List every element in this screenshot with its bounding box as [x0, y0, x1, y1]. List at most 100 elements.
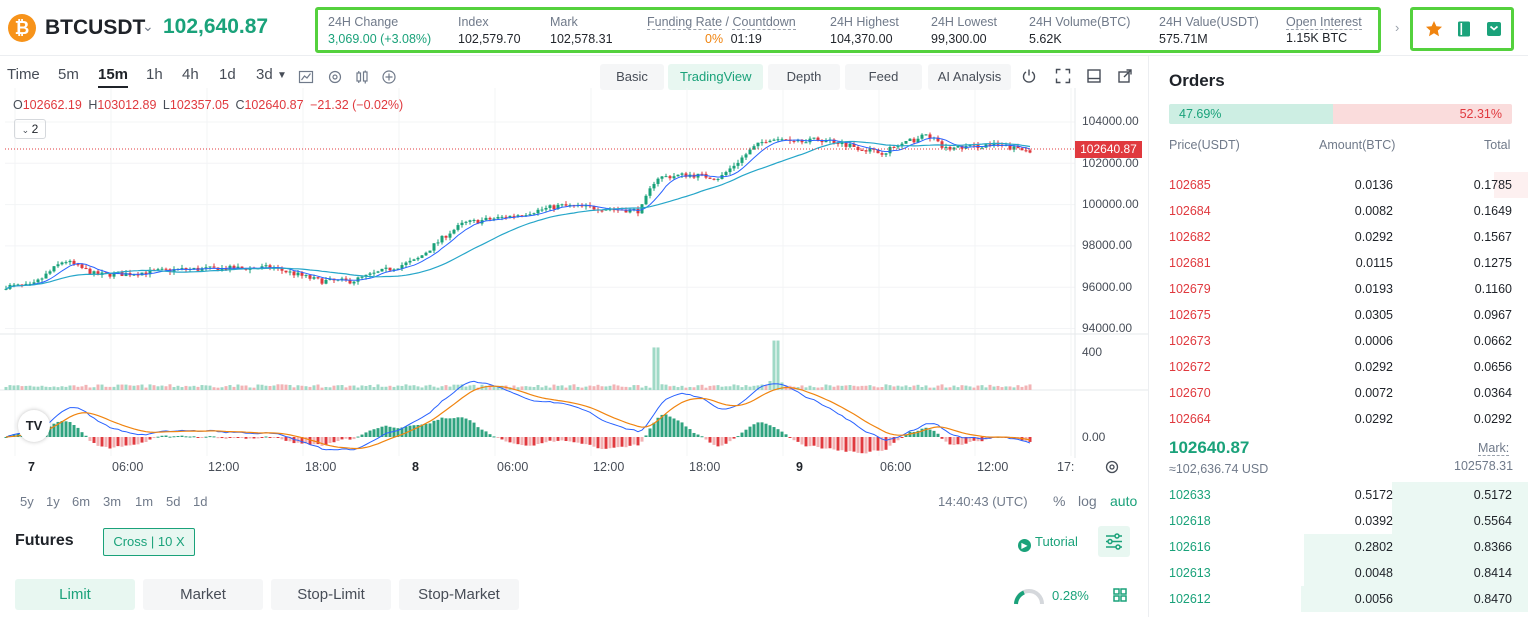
volume-bar	[688, 386, 692, 390]
candle-body	[856, 147, 860, 150]
power-icon[interactable]	[1021, 68, 1037, 84]
macd-histogram-bar	[552, 437, 556, 442]
grid-icon[interactable]	[1112, 587, 1128, 603]
scale-auto[interactable]: auto	[1110, 493, 1138, 509]
view-ai-analysis[interactable]: AI Analysis	[928, 64, 1011, 90]
order-type-market[interactable]: Market	[143, 579, 263, 610]
timeframe-5m[interactable]: 5m	[58, 66, 79, 83]
order-type-stop-limit[interactable]: Stop-Limit	[271, 579, 391, 610]
utc-clock[interactable]: 14:40:43 (UTC)	[938, 494, 1028, 509]
tutorial-link[interactable]: ▶ Tutorial	[1018, 534, 1078, 552]
row-price: 102681	[1169, 256, 1211, 270]
order-type-limit[interactable]: Limit	[15, 579, 135, 610]
scale-percent[interactable]: %	[1053, 493, 1066, 509]
star-icon[interactable]	[1424, 19, 1444, 39]
indicator-icon[interactable]	[298, 69, 314, 85]
ask-row[interactable]: 102664 0.0292 0.0292	[1149, 406, 1528, 432]
ask-row[interactable]: 102681 0.0115 0.1275	[1149, 250, 1528, 276]
macd-histogram-bar	[708, 437, 712, 443]
macd-histogram-bar	[124, 437, 128, 446]
volume-bar	[52, 386, 56, 390]
range-1d[interactable]: 1d	[193, 494, 208, 509]
volume-bar	[840, 385, 844, 390]
volume-bar	[80, 386, 84, 390]
scale-log[interactable]: log	[1078, 493, 1097, 509]
price-chart[interactable]	[0, 88, 1148, 480]
chevron-down-icon[interactable]: ⌄	[142, 18, 154, 34]
symbol-selector[interactable]: BTCUSDT	[45, 16, 146, 39]
ask-row[interactable]: 102685 0.0136 0.1785	[1149, 172, 1528, 198]
volume-bar	[856, 386, 860, 390]
timeframe-4h[interactable]: 4h	[182, 66, 199, 83]
candle-body	[812, 137, 816, 139]
ask-row[interactable]: 102679 0.0193 0.1160	[1149, 276, 1528, 302]
volume-bar	[600, 386, 604, 390]
fullscreen-icon[interactable]	[1055, 68, 1071, 84]
bid-row[interactable]: 102613 0.0048 0.8414	[1149, 560, 1528, 586]
volume-bar	[612, 384, 616, 390]
macd-histogram-bar	[828, 437, 832, 449]
candle-body	[320, 278, 324, 284]
share-icon[interactable]	[1117, 68, 1133, 84]
layout-icon[interactable]	[1086, 68, 1102, 84]
macd-histogram-bar	[140, 437, 144, 443]
ask-row[interactable]: 102684 0.0082 0.1649	[1149, 198, 1528, 224]
volume-bar	[940, 384, 944, 390]
view-tradingview[interactable]: TradingView	[668, 64, 763, 90]
volume-bar	[932, 387, 936, 390]
range-1m[interactable]: 1m	[135, 494, 154, 509]
macd-histogram-bar	[880, 437, 884, 451]
bid-row[interactable]: 102616 0.2802 0.8366	[1149, 534, 1528, 560]
book-icon[interactable]	[1454, 19, 1474, 39]
range-5d[interactable]: 5d	[166, 494, 181, 509]
volume-bar	[908, 386, 912, 390]
bid-row[interactable]: 102633 0.5172 0.5172	[1149, 482, 1528, 508]
volume-bar	[1000, 387, 1004, 390]
tradingview-logo[interactable]: TV	[18, 410, 50, 442]
chevron-right-icon[interactable]: ›	[1395, 20, 1400, 35]
ask-row[interactable]: 102682 0.0292 0.1567	[1149, 224, 1528, 250]
stat-open-interest[interactable]: Open Interest 1.15K BTC	[1286, 15, 1362, 45]
settings-icon[interactable]	[327, 69, 343, 85]
timeframe-1d[interactable]: 1d	[219, 66, 236, 83]
bid-row[interactable]: 102618 0.0392 0.5564	[1149, 508, 1528, 534]
row-amount: 0.0056	[1354, 592, 1393, 606]
ask-row[interactable]: 102673 0.0006 0.0662	[1149, 328, 1528, 354]
view-depth[interactable]: Depth	[768, 64, 840, 90]
caret-down-icon[interactable]: ▼	[277, 70, 287, 81]
view-basic[interactable]: Basic	[600, 64, 664, 90]
stat-funding-rate[interactable]: Funding Rate / Countdown 0% 01:19	[647, 15, 796, 46]
stat-24h-volume: 24H Volume(BTC) 5.62K	[1029, 15, 1131, 46]
range-6m[interactable]: 6m	[72, 494, 91, 509]
ask-row[interactable]: 102672 0.0292 0.0656	[1149, 354, 1528, 380]
ask-row[interactable]: 102670 0.0072 0.0364	[1149, 380, 1528, 406]
order-type-stop-market[interactable]: Stop-Market	[399, 579, 519, 610]
indicator-toggle[interactable]: ⌄ 2	[14, 119, 46, 139]
range-5y[interactable]: 5y	[20, 494, 34, 509]
add-icon[interactable]	[381, 69, 397, 85]
volume-bar	[40, 385, 44, 390]
volume-bar	[592, 386, 596, 390]
row-amount: 0.0115	[1355, 256, 1393, 270]
macd-histogram-bar	[472, 422, 476, 437]
order-settings-button[interactable]	[1098, 526, 1130, 557]
volume-bar	[100, 384, 104, 390]
timeframe-3d[interactable]: 3d	[256, 66, 273, 83]
candle-body	[396, 268, 400, 270]
candle-type-icon[interactable]	[354, 69, 370, 85]
timeframe-15m[interactable]: 15m	[98, 66, 129, 88]
range-3m[interactable]: 3m	[103, 494, 122, 509]
margin-mode-button[interactable]: Cross | 10 X	[103, 528, 195, 556]
bid-row[interactable]: 102612 0.0056 0.8470	[1149, 586, 1528, 612]
calculator-icon[interactable]	[1484, 19, 1504, 39]
timeframe-1h[interactable]: 1h	[146, 66, 163, 83]
volume-bar	[428, 384, 432, 390]
chart-settings-icon[interactable]	[1104, 459, 1120, 475]
macd-histogram-bar	[724, 437, 728, 444]
range-1y[interactable]: 1y	[46, 494, 60, 509]
ask-row[interactable]: 102675 0.0305 0.0967	[1149, 302, 1528, 328]
row-price: 102670	[1169, 386, 1211, 400]
timeframe-time[interactable]: Time	[7, 66, 40, 83]
view-feed[interactable]: Feed	[845, 64, 922, 90]
stat-24h-high: 24H Highest 104,370.00	[830, 15, 899, 46]
